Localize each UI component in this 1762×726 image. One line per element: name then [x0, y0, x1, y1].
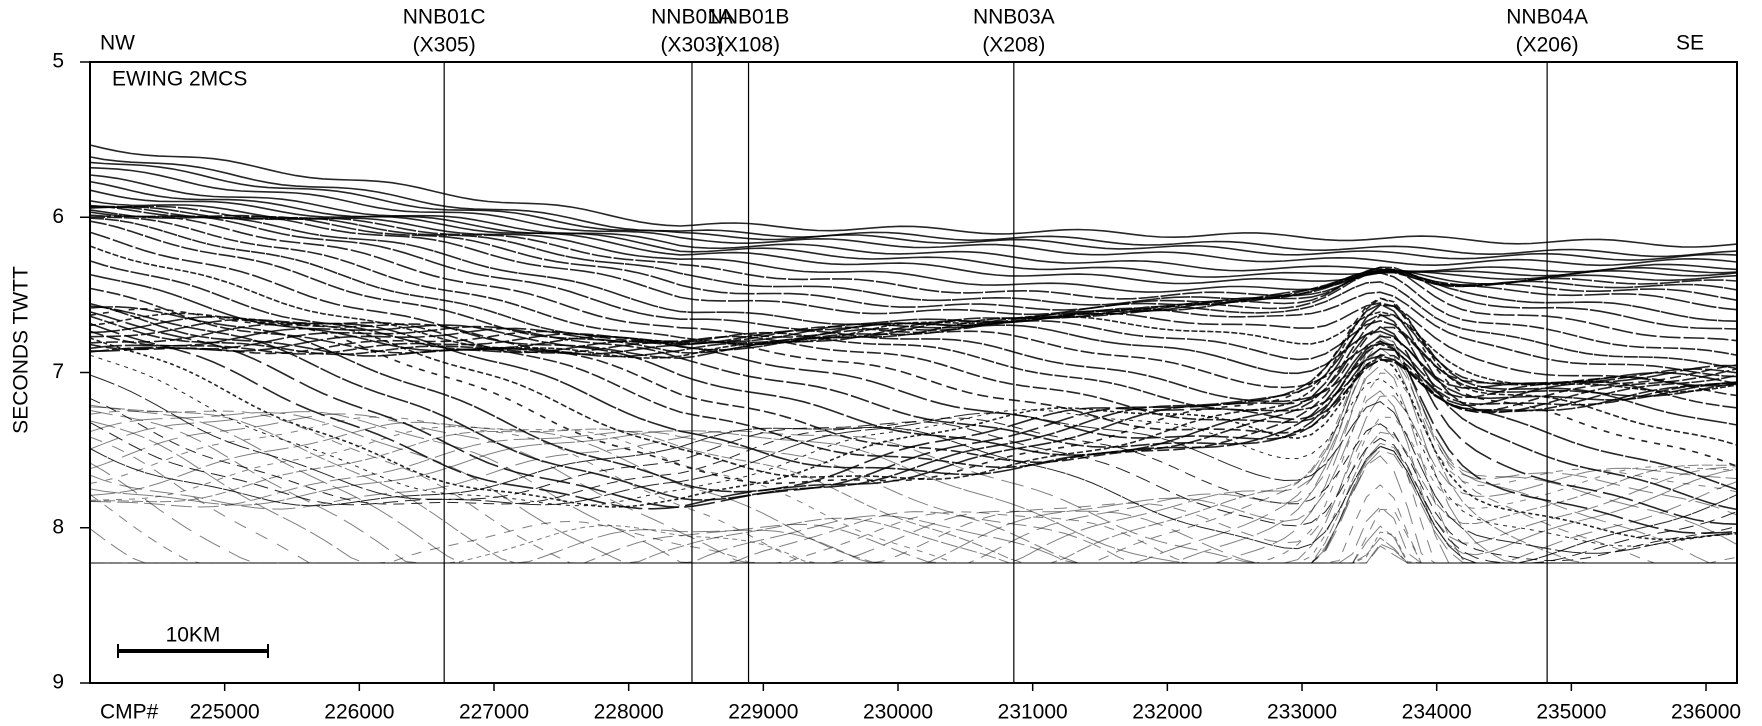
x-tick-label: 235000	[1536, 701, 1606, 724]
y-tick-label: 6	[52, 205, 64, 228]
x-tick-label: 228000	[594, 701, 664, 724]
site-name: NNB01B	[708, 6, 790, 29]
y-tick-label: 8	[52, 515, 64, 538]
x-tick-label: 232000	[1132, 701, 1202, 724]
site-name: NNB03A	[973, 6, 1055, 29]
site-label: (X303)	[660, 34, 723, 57]
chart: EWING 2MCS CMP# SECONDS TWTT NW SE 10KM …	[0, 0, 1762, 726]
x-tick-label: 226000	[324, 701, 394, 724]
direction-label: NW	[100, 32, 135, 55]
reflector	[90, 312, 1737, 524]
reflector	[90, 232, 1737, 386]
plot-frame	[90, 62, 1737, 683]
y-tick-label: 7	[52, 360, 64, 383]
y-tick-label: 9	[52, 671, 64, 694]
y-axis-label: SECONDS TWTT	[10, 266, 33, 434]
reflector	[90, 431, 1737, 563]
reflector	[90, 207, 1737, 305]
reflector	[90, 335, 1737, 564]
site-name: NNB04A	[1506, 6, 1588, 29]
reflector	[90, 524, 1737, 563]
x-tick-label: 236000	[1671, 701, 1741, 724]
x-axis-label: CMP#	[100, 701, 159, 724]
site-label: (X208)	[982, 34, 1045, 57]
reflector	[90, 339, 1737, 563]
reflector	[90, 331, 1737, 433]
site-label: (X206)	[1516, 34, 1579, 57]
x-tick-label: 229000	[728, 701, 798, 724]
scale-bar-label: 10KM	[166, 624, 221, 647]
reflector	[90, 530, 1737, 563]
x-tick-label: 234000	[1402, 701, 1472, 724]
reflector	[90, 431, 1737, 563]
site-name: NNB01C	[403, 6, 486, 29]
reflector	[90, 336, 1737, 563]
y-tick-label: 5	[52, 50, 64, 73]
reflectors	[90, 145, 1737, 563]
x-tick-label: 231000	[998, 701, 1068, 724]
reflector	[90, 456, 1737, 563]
x-tick-label: 230000	[863, 701, 933, 724]
reflector	[90, 526, 1737, 564]
reflector	[90, 507, 1737, 563]
site-label: (X108)	[717, 34, 780, 57]
reflector	[90, 338, 1737, 539]
x-tick-label: 227000	[459, 701, 529, 724]
reflector	[90, 375, 1737, 553]
reflector	[90, 145, 1737, 247]
chart-title: EWING 2MCS	[112, 68, 247, 91]
direction-label: SE	[1676, 32, 1704, 55]
x-tick-label: 233000	[1267, 701, 1337, 724]
site-label: (X305)	[413, 34, 476, 57]
reflector	[90, 422, 1737, 563]
reflector	[90, 162, 1737, 260]
reflector	[90, 348, 1737, 563]
reflector	[90, 341, 1737, 563]
x-tick-label: 225000	[190, 701, 260, 724]
reflector	[90, 305, 1737, 474]
reflector	[90, 431, 1737, 563]
